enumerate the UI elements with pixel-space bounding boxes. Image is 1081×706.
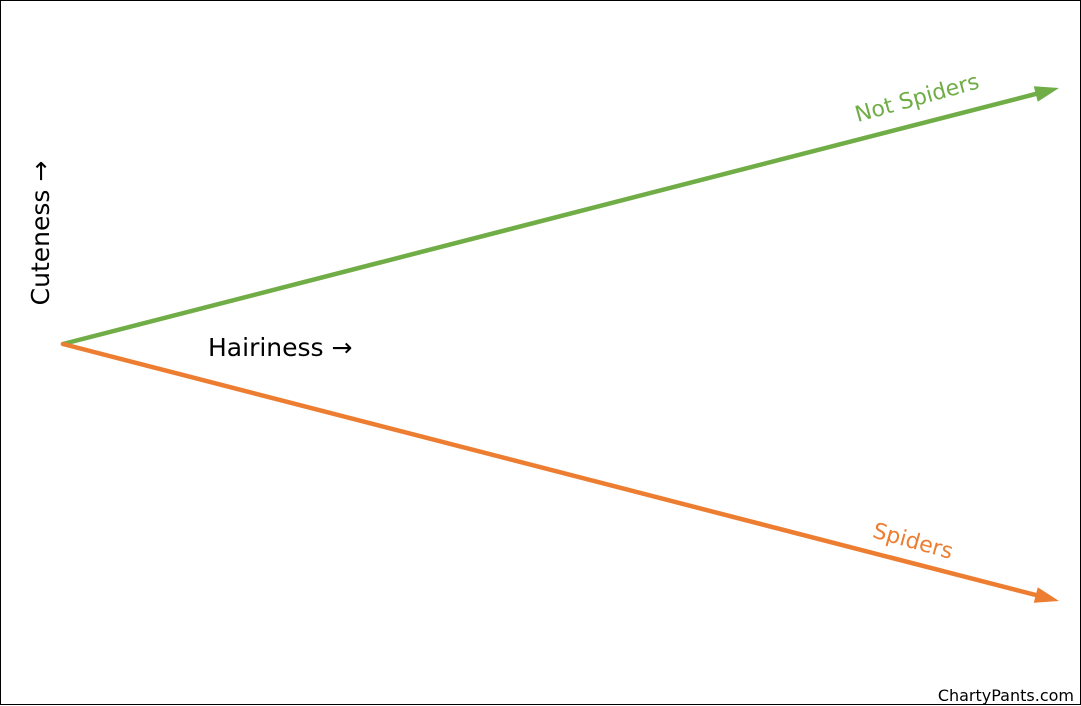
x-axis-label: Hairiness → bbox=[208, 333, 352, 362]
series-arrowhead-0 bbox=[1033, 86, 1059, 102]
series-line-1 bbox=[60, 341, 1039, 598]
y-axis-label: Cuteness → bbox=[26, 161, 55, 306]
series-arrowhead-1 bbox=[1033, 587, 1059, 603]
series-layer bbox=[60, 86, 1059, 603]
series-label-spiders: Spiders bbox=[870, 519, 956, 565]
series-line-0 bbox=[60, 91, 1039, 347]
series-label-not-spiders: Not Spiders bbox=[852, 70, 982, 128]
credit-text: ChartyPants.com bbox=[938, 686, 1074, 705]
